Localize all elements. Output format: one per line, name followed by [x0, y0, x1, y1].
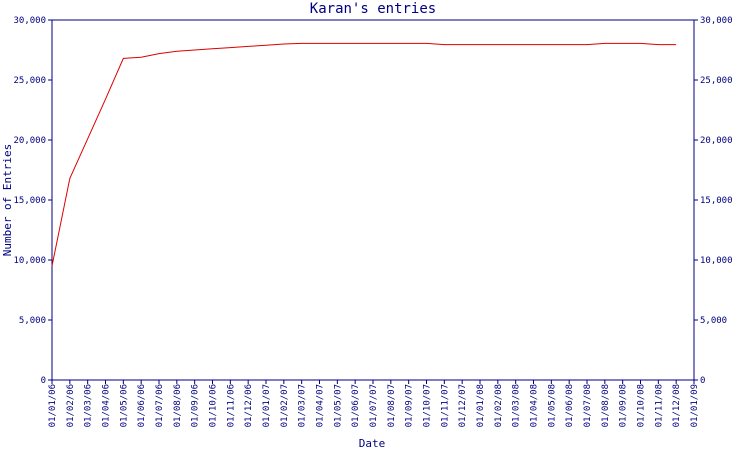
y-tick-label: 30,000	[13, 16, 46, 26]
x-tick-label: 01/11/08	[654, 384, 664, 427]
x-tick-label: 01/01/08	[476, 384, 486, 427]
x-tick-label: 01/05/07	[333, 384, 343, 427]
y-tick-label: 15,000	[13, 196, 46, 206]
x-tick-label: 01/07/07	[369, 384, 379, 427]
x-tick-label: 01/05/06	[119, 384, 129, 427]
x-tick-label: 01/08/07	[387, 384, 397, 427]
x-tick-label: 01/12/08	[672, 384, 682, 427]
y-tick-label: 10,000	[13, 256, 46, 266]
x-tick-label: 01/05/08	[547, 384, 557, 427]
x-tick-label: 01/02/08	[494, 384, 504, 427]
y2-tick-label: 30,000	[700, 16, 733, 26]
x-tick-label: 01/02/06	[66, 384, 76, 427]
x-tick-label: 01/06/07	[351, 384, 361, 427]
y2-tick-label: 25,000	[700, 76, 733, 86]
x-tick-label: 01/12/07	[458, 384, 468, 427]
x-tick-label: 01/02/07	[280, 384, 290, 427]
x-tick-label: 01/03/08	[512, 384, 522, 427]
y2-tick-label: 20,000	[700, 136, 733, 146]
x-tick-label: 01/04/08	[530, 384, 540, 427]
x-tick-label: 01/04/07	[316, 384, 326, 427]
y2-tick-label: 5,000	[700, 316, 727, 326]
x-tick-label: 01/10/06	[209, 384, 219, 427]
y-axis-label: Number of Entries	[1, 144, 14, 257]
x-tick-label: 01/12/06	[244, 384, 254, 427]
chart-title: Karan's entries	[310, 1, 436, 17]
x-tick-label: 01/10/07	[423, 384, 433, 427]
x-tick-label: 01/09/08	[619, 384, 629, 427]
y2-tick-label: 0	[700, 376, 705, 386]
x-tick-label: 01/01/06	[48, 384, 58, 427]
data-line	[51, 42, 677, 267]
y-tick-label: 5,000	[19, 316, 46, 326]
x-axis-label: Date	[359, 437, 386, 450]
x-tick-label: 01/11/06	[226, 384, 236, 427]
x-tick-label: 01/10/08	[637, 384, 647, 427]
y2-tick-label: 10,000	[700, 256, 733, 266]
x-tick-label: 01/09/07	[405, 384, 415, 427]
x-tick-label: 01/03/06	[84, 384, 94, 427]
x-tick-label: 01/09/06	[191, 384, 201, 427]
x-tick-label: 01/11/07	[440, 384, 450, 427]
x-tick-label: 01/07/06	[155, 384, 165, 427]
x-tick-label: 01/06/06	[137, 384, 147, 427]
y-tick-label: 0	[41, 376, 46, 386]
x-tick-label: 01/07/08	[583, 384, 593, 427]
y2-tick-label: 15,000	[700, 196, 733, 206]
x-tick-label: 01/04/06	[102, 384, 112, 427]
x-tick-label: 01/01/09	[690, 384, 700, 427]
y-tick-label: 25,000	[13, 76, 46, 86]
x-tick-label: 01/08/08	[601, 384, 611, 427]
y-tick-label: 20,000	[13, 136, 46, 146]
x-tick-label: 01/08/06	[173, 384, 183, 427]
x-tick-label: 01/06/08	[565, 384, 575, 427]
plot-frame	[51, 19, 695, 381]
x-tick-label: 01/03/07	[298, 384, 308, 427]
x-tick-label: 01/01/07	[262, 384, 272, 427]
